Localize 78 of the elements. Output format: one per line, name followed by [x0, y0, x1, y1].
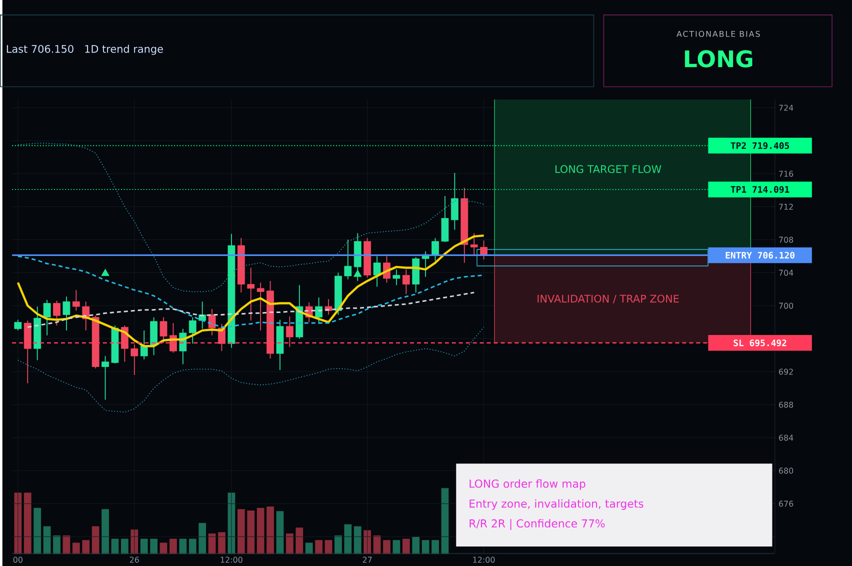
bar: [237, 508, 245, 554]
candlestick: [441, 195, 449, 242]
bar: [43, 526, 51, 554]
bar: [24, 492, 32, 554]
bar: [344, 524, 352, 554]
candlestick: [247, 267, 255, 321]
bar: [276, 510, 284, 554]
bar: [140, 538, 148, 554]
candlestick: [373, 256, 381, 287]
ref-line-label: SL 695.492: [734, 339, 786, 346]
bar: [53, 535, 60, 554]
candlestick: [432, 237, 439, 262]
candlestick: [130, 344, 138, 376]
bar: [247, 510, 255, 554]
bar: [179, 538, 187, 554]
bar: [334, 535, 342, 554]
bar: [432, 540, 439, 554]
candlestick: [14, 319, 22, 331]
bar: [402, 538, 410, 554]
ref-line-label: ENTRY 706.120: [726, 252, 794, 258]
bar: [286, 533, 294, 554]
text: INVALIDATION / TRAP ZONE: [538, 294, 679, 304]
bar: [130, 529, 138, 554]
candlestick: [160, 316, 168, 344]
annotation: Entry zone, invalidation, targets: [470, 499, 644, 510]
candlestick: [53, 300, 60, 326]
candlestick: [470, 232, 478, 256]
chart-subtitle: 1D trend range: [85, 44, 163, 55]
bar: [364, 530, 372, 554]
bar: [34, 508, 42, 554]
candlestick: [392, 268, 400, 286]
bar: [121, 538, 128, 554]
bar: [315, 540, 322, 554]
bar: [72, 542, 80, 554]
annotation: LONG order flow map: [470, 479, 586, 490]
text: LONG: [684, 50, 752, 68]
bar: [170, 538, 177, 554]
bar: [150, 538, 158, 554]
candlestick: [208, 308, 216, 336]
candlestick: [188, 316, 196, 344]
bar: [208, 533, 216, 554]
candlestick: [480, 240, 488, 260]
bar: [266, 506, 274, 554]
ref-line-label: TP1 714.091: [730, 186, 790, 193]
bar: [218, 532, 226, 554]
bar: [383, 540, 390, 554]
annotation: R/R 2R | Confidence 77%: [470, 518, 605, 530]
bar: [354, 526, 362, 554]
bar: [160, 542, 168, 554]
bar: [198, 522, 206, 554]
bar: [324, 540, 332, 554]
bar: [441, 488, 449, 554]
chart-title: Last 706.150: [6, 44, 74, 53]
bar: [82, 540, 90, 554]
text: LONG TARGET FLOW: [555, 164, 662, 173]
candlestick: [43, 299, 51, 336]
bar: [373, 535, 381, 554]
bar: [392, 540, 400, 554]
candlestick: [256, 282, 264, 331]
candlestick: [344, 239, 352, 280]
candlestick: [286, 316, 294, 348]
candlestick: [150, 316, 158, 356]
bar: [256, 508, 264, 554]
bar: [305, 542, 313, 554]
ref-line-label: TP2 719.405: [730, 142, 790, 149]
bar: [92, 526, 100, 554]
bar: [62, 535, 70, 554]
bar: [412, 536, 420, 554]
candlestick: [72, 289, 80, 311]
bar: [422, 540, 430, 554]
bar: [111, 538, 119, 554]
candlestick: [62, 296, 70, 331]
bar: [296, 527, 304, 554]
candlestick: [402, 268, 410, 294]
bar: [188, 538, 196, 554]
candlestick: [450, 172, 458, 230]
candlestick: [102, 355, 109, 400]
bar: [102, 508, 109, 554]
